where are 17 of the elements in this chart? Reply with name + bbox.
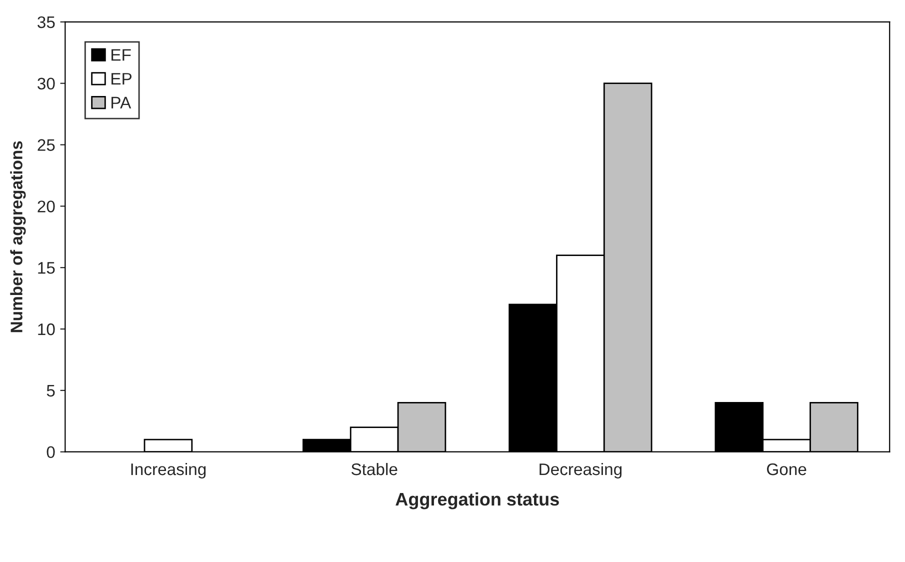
x-axis-title: Aggregation status xyxy=(396,492,559,510)
y-tick-label: 5 xyxy=(46,385,55,397)
y-tick-label: 25 xyxy=(38,139,55,151)
x-tick-label: Gone xyxy=(767,463,806,476)
x-tick-label: Increasing xyxy=(131,462,206,478)
y-tick-label: 15 xyxy=(38,262,55,274)
y-tick-label: 10 xyxy=(38,323,55,336)
y-tick-label: 20 xyxy=(38,200,55,212)
y-tick-label: 30 xyxy=(38,78,55,90)
legend-label: EF xyxy=(112,49,131,61)
y-axis-title: Number of aggregations xyxy=(10,141,26,332)
legend-label: EP xyxy=(112,73,132,85)
y-tick-label: 0 xyxy=(46,446,55,458)
y-tick-label: 35 xyxy=(38,16,55,28)
x-tick-label: Decreasing xyxy=(540,462,622,478)
x-tick-label: Stable xyxy=(351,462,398,476)
legend-label: PA xyxy=(112,96,132,108)
